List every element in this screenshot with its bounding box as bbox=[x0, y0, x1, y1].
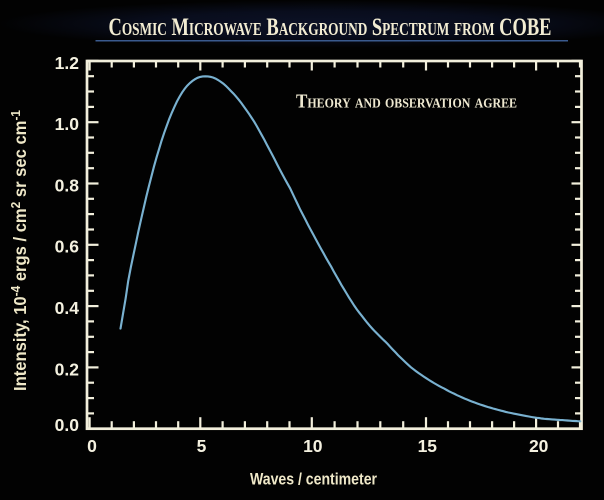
svg-text:Waves / centimeter: Waves / centimeter bbox=[250, 471, 377, 489]
svg-text:1.2: 1.2 bbox=[55, 53, 80, 73]
svg-text:0: 0 bbox=[87, 436, 97, 456]
svg-text:0.6: 0.6 bbox=[55, 237, 80, 257]
svg-text:Theory and observation agree: Theory and observation agree bbox=[296, 91, 517, 113]
svg-text:5: 5 bbox=[197, 436, 207, 456]
svg-text:Cosmic Microwave Background Sp: Cosmic Microwave Background Spectrum fro… bbox=[109, 14, 552, 41]
svg-text:Intensity, 10-4 ergs / cm2 sr: Intensity, 10-4 ergs / cm2 sr sec cm-1 bbox=[9, 110, 30, 391]
svg-text:0.8: 0.8 bbox=[55, 175, 80, 195]
svg-text:0.2: 0.2 bbox=[55, 359, 80, 379]
svg-text:0.0: 0.0 bbox=[55, 415, 80, 435]
svg-text:10: 10 bbox=[303, 436, 323, 456]
svg-text:15: 15 bbox=[418, 436, 438, 456]
svg-text:0.4: 0.4 bbox=[55, 298, 80, 318]
svg-text:1.0: 1.0 bbox=[55, 114, 80, 134]
svg-text:20: 20 bbox=[529, 436, 549, 456]
